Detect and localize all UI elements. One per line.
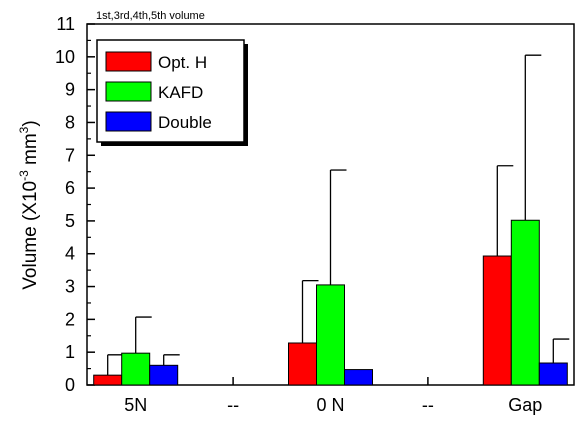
y-tick-label: 6 bbox=[65, 178, 75, 198]
legend-swatch bbox=[105, 51, 152, 72]
y-tick-label: 5 bbox=[65, 211, 75, 231]
y-axis-title-close: ) bbox=[20, 120, 41, 126]
y-tick-label: 7 bbox=[65, 145, 75, 165]
bar-double bbox=[344, 369, 373, 386]
bar-kafd bbox=[316, 284, 345, 386]
bar-opt-h bbox=[288, 342, 317, 386]
legend-swatch bbox=[105, 111, 152, 132]
legend-frame-shadow-bottom bbox=[101, 142, 248, 146]
bar-kafd bbox=[510, 219, 540, 386]
x-tick-label: -- bbox=[422, 395, 434, 415]
bar-double bbox=[149, 364, 179, 386]
bar-kafd bbox=[121, 352, 151, 386]
x-tick-label: 5N bbox=[124, 395, 147, 415]
legend-swatch bbox=[105, 81, 152, 102]
y-tick-label: 4 bbox=[65, 244, 75, 264]
x-tick-label: 0 N bbox=[316, 395, 344, 415]
y-axis-title-unit-exponent: 3 bbox=[17, 126, 31, 133]
legend-label: Opt. H bbox=[158, 53, 207, 72]
legend-label: KAFD bbox=[158, 83, 203, 102]
bar-opt-h bbox=[482, 255, 512, 386]
x-tick-label: Gap bbox=[508, 395, 542, 415]
y-axis-title: Volume (X10-3 mm3) bbox=[17, 120, 41, 289]
y-tick-label: 9 bbox=[65, 80, 75, 100]
y-axis-title-unit: mm bbox=[20, 133, 41, 170]
y-tick-label: 10 bbox=[55, 47, 75, 67]
y-tick-label: 0 bbox=[65, 375, 75, 395]
legend-label: Double bbox=[158, 113, 212, 132]
y-axis-title-main: Volume (X10 bbox=[20, 181, 41, 290]
x-tick-label: -- bbox=[227, 395, 239, 415]
bar-opt-h bbox=[93, 374, 123, 386]
y-tick-label: 8 bbox=[65, 112, 75, 132]
y-axis-title-exponent: -3 bbox=[17, 170, 31, 181]
legend-frame-shadow-right bbox=[244, 44, 248, 146]
y-tick-label: 11 bbox=[56, 14, 75, 34]
y-tick-label: 2 bbox=[65, 309, 75, 329]
chart-annotation: 1st,3rd,4th,5th volume bbox=[96, 10, 205, 22]
y-tick-label: 1 bbox=[65, 342, 75, 362]
bar-double bbox=[538, 362, 568, 386]
y-tick-label: 3 bbox=[65, 277, 75, 297]
legend: Opt. H KAFD Double bbox=[96, 39, 248, 146]
